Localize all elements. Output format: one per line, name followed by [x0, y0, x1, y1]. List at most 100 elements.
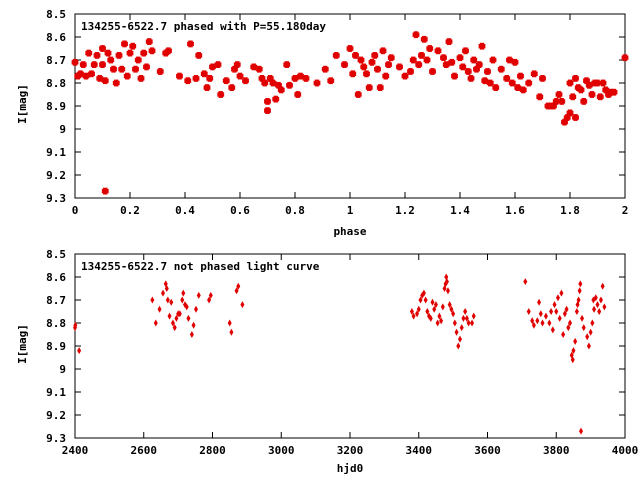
- data-point: [563, 114, 571, 121]
- data-point: [577, 287, 582, 295]
- data-point: [569, 93, 577, 101]
- data-point: [484, 68, 491, 75]
- data-point: [621, 54, 629, 62]
- data-point: [464, 314, 469, 322]
- y-tick-label: 9.3: [46, 192, 66, 205]
- data-point: [543, 312, 548, 320]
- data-point: [121, 40, 128, 48]
- data-point: [550, 326, 555, 334]
- data-point: [82, 72, 90, 80]
- x-tick-label: 3000: [268, 444, 295, 457]
- data-point: [77, 347, 82, 355]
- data-point: [420, 35, 428, 43]
- x-tick-label: 1.2: [395, 204, 415, 217]
- data-point: [574, 84, 582, 91]
- data-point: [233, 61, 241, 68]
- data-point: [418, 296, 423, 304]
- data-point: [222, 77, 230, 85]
- data-point: [588, 91, 596, 98]
- data-point: [200, 70, 208, 78]
- data-point: [467, 75, 475, 82]
- data-point: [432, 305, 437, 313]
- data-point: [447, 301, 452, 309]
- data-point: [425, 308, 430, 315]
- data-point: [481, 77, 489, 85]
- data-point: [449, 305, 454, 313]
- data-point: [379, 47, 387, 55]
- data-point: [346, 45, 354, 52]
- data-point: [180, 296, 185, 304]
- data-point: [365, 84, 373, 91]
- data-point: [440, 303, 445, 311]
- data-point: [236, 72, 244, 80]
- data-point: [531, 321, 536, 329]
- data-point: [423, 56, 431, 64]
- data-point: [327, 77, 335, 85]
- y-tick-label: 9.1: [46, 146, 66, 159]
- data-point: [555, 91, 563, 98]
- y-tick-label: 8.6: [46, 31, 66, 44]
- data-point: [451, 72, 458, 80]
- data-point: [561, 118, 568, 126]
- data-point: [189, 331, 194, 338]
- data-point: [602, 303, 607, 311]
- data-point: [592, 305, 597, 313]
- data-point: [452, 319, 457, 327]
- data-point: [466, 319, 471, 327]
- data-point: [297, 72, 304, 80]
- data-point: [486, 79, 494, 87]
- data-point: [217, 91, 225, 98]
- data-point: [264, 98, 271, 105]
- data-point: [595, 301, 600, 309]
- data-point: [470, 56, 478, 64]
- data-point: [412, 31, 420, 39]
- x-tick-label: 0.2: [120, 204, 140, 217]
- data-point: [184, 77, 192, 85]
- data-point: [581, 324, 586, 332]
- data-point: [283, 61, 291, 68]
- data-point: [463, 308, 468, 315]
- data-point: [368, 58, 376, 66]
- data-point: [459, 324, 464, 332]
- data-point: [77, 70, 84, 78]
- data-point: [585, 81, 593, 89]
- data-point: [150, 296, 155, 304]
- data-point: [539, 75, 546, 82]
- data-point: [564, 305, 569, 313]
- data-point: [357, 56, 365, 64]
- data-point: [93, 52, 101, 59]
- data-point: [157, 305, 162, 313]
- y-axis-title: I[mag]: [16, 84, 29, 124]
- data-point: [547, 319, 552, 327]
- x-tick-label: 3400: [406, 444, 433, 457]
- data-point: [164, 285, 169, 292]
- panel-title: 134255-6522.7 phased with P=55.180day: [81, 20, 326, 33]
- y-axis-title: I[mag]: [16, 324, 29, 364]
- data-point: [429, 68, 436, 75]
- data-point: [170, 319, 175, 327]
- data-point: [461, 314, 466, 322]
- data-point: [471, 312, 476, 320]
- data-point: [143, 63, 150, 71]
- data-point: [123, 72, 131, 80]
- data-point: [250, 63, 258, 71]
- data-point: [275, 81, 282, 89]
- panel-title: 134255-6522.7 not phased light curve: [81, 260, 320, 273]
- y-tick-label: 9: [59, 363, 66, 376]
- data-point: [255, 65, 263, 73]
- data-point: [462, 47, 469, 55]
- data-point: [101, 187, 109, 195]
- data-point: [194, 305, 198, 313]
- data-point: [525, 79, 533, 87]
- y-tick-label: 8.8: [46, 77, 66, 90]
- y-tick-label: 8.7: [46, 294, 66, 307]
- data-point: [511, 58, 519, 66]
- data-point: [104, 49, 112, 57]
- data-point: [435, 319, 440, 327]
- data-point: [286, 81, 293, 89]
- data-point: [418, 52, 425, 59]
- x-axis-title: phase: [333, 225, 366, 238]
- data-point: [442, 61, 450, 68]
- data-point: [382, 72, 390, 80]
- data-point: [580, 314, 585, 322]
